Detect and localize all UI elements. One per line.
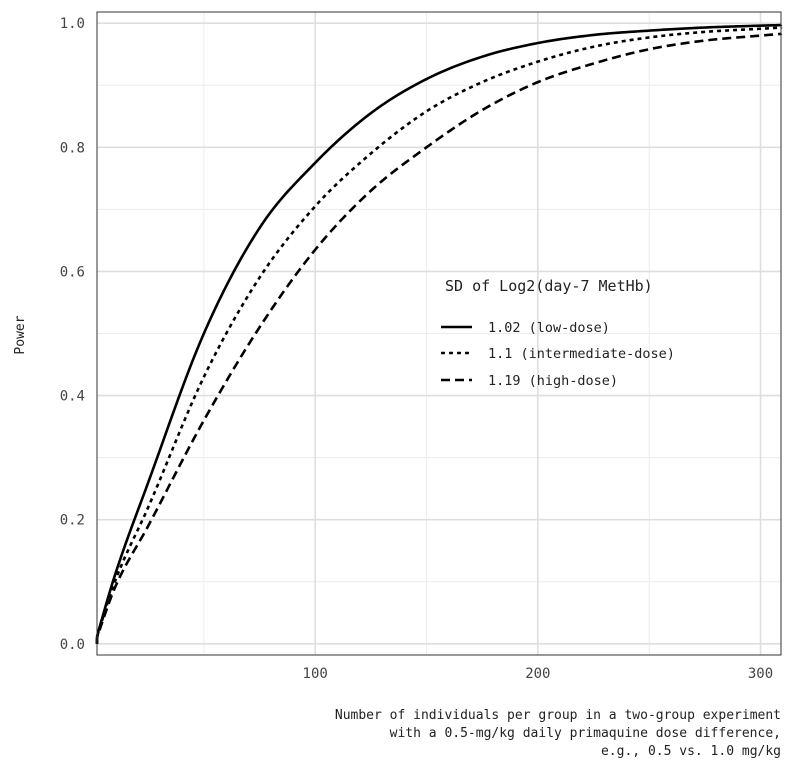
y-axis-title: Power <box>13 315 28 354</box>
legend-label-low-dose: 1.02 (low-dose) <box>488 320 610 336</box>
legend-title: SD of Log2(day-7 MetHb) <box>445 277 653 295</box>
y-tick-label: 0.6 <box>60 264 85 280</box>
x-tick-label: 200 <box>525 666 550 682</box>
x-axis-title-line-1: Number of individuals per group in a two… <box>335 708 781 723</box>
legend-label-intermediate-dose: 1.1 (intermediate-dose) <box>488 346 675 362</box>
series-layer <box>95 23 783 644</box>
legend: SD of Log2(day-7 MetHb) 1.02 (low-dose) … <box>441 277 675 389</box>
plot-border <box>96 11 782 656</box>
y-tick-labels: 0.0 0.2 0.4 0.6 0.8 1.0 <box>60 16 85 653</box>
series-line-1 <box>95 26 783 644</box>
y-tick-label: 0.4 <box>60 389 85 405</box>
grid-layer <box>97 12 781 655</box>
series-line-0 <box>95 23 783 644</box>
y-tick-label: 0.8 <box>60 140 85 156</box>
x-tick-labels: 100 200 300 <box>303 666 774 682</box>
x-axis-title-line-2: with a 0.5-mg/kg daily primaquine dose d… <box>390 726 781 741</box>
x-tick-label: 300 <box>748 666 773 682</box>
legend-label-high-dose: 1.19 (high-dose) <box>488 373 618 389</box>
series-line-2 <box>95 32 783 644</box>
x-tick-label: 100 <box>303 666 328 682</box>
y-tick-label: 1.0 <box>60 16 85 32</box>
y-tick-label: 0.0 <box>60 637 85 653</box>
x-axis-title-line-3: e.g., 0.5 vs. 1.0 mg/kg <box>601 744 781 759</box>
y-tick-label: 0.2 <box>60 513 85 529</box>
